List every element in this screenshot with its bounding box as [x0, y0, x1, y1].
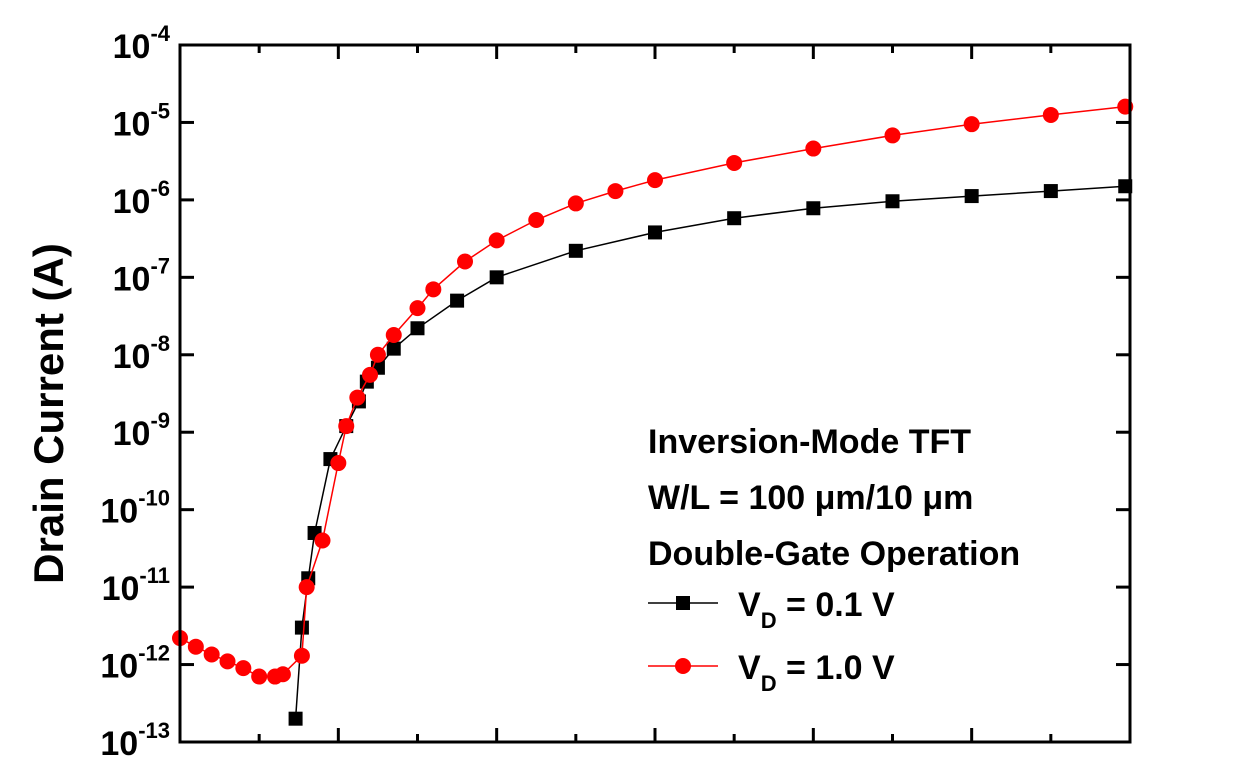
legend: VD = 0.1 V VD = 1.0 V	[648, 586, 895, 696]
data-point	[884, 127, 901, 144]
x-tick-label: 2	[646, 760, 665, 762]
data-point	[425, 281, 442, 298]
data-point	[726, 154, 743, 171]
data-point	[568, 243, 583, 258]
data-point	[567, 195, 584, 212]
data-point	[362, 366, 378, 383]
y-axis-label: Drain Current (A)	[25, 243, 72, 584]
data-point	[294, 620, 309, 635]
annotation-line: Inversion-Mode TFT	[648, 423, 971, 461]
data-point	[385, 327, 402, 344]
x-tick-label: 1	[487, 760, 506, 762]
y-tick-label: 10-8	[113, 331, 170, 376]
series-1	[172, 98, 1134, 685]
data-point	[450, 293, 465, 308]
data-point	[1042, 106, 1059, 123]
x-tick-label: -1	[165, 760, 195, 762]
data-point	[607, 183, 624, 200]
x-tick-label: 4	[962, 760, 981, 762]
legend-label: VD = 1.0 V	[738, 649, 895, 696]
y-tick-label: 10-10	[100, 486, 170, 531]
y-tick-label: 10-11	[102, 563, 170, 608]
annotation-line: Double-Gate Operation	[648, 535, 1020, 573]
data-point	[488, 232, 505, 249]
x-tick-label: 0	[329, 760, 348, 762]
data-point	[727, 211, 742, 226]
data-point	[963, 116, 980, 133]
data-point	[489, 270, 504, 285]
data-point	[648, 225, 662, 240]
data-point	[235, 660, 252, 677]
legend-label: VD = 0.1 V	[738, 586, 895, 633]
data-point	[314, 532, 331, 549]
data-point	[885, 194, 900, 209]
data-point	[410, 321, 425, 336]
data-point	[386, 341, 401, 356]
x-tick-label: 5	[1121, 760, 1140, 762]
data-point	[203, 646, 220, 663]
legend-marker	[676, 596, 690, 610]
data-point	[219, 653, 236, 670]
legend-marker	[675, 658, 691, 674]
series-layer	[172, 98, 1134, 726]
y-tick-label: 10-7	[113, 253, 170, 298]
data-point	[457, 253, 473, 270]
data-point	[806, 201, 821, 216]
data-point	[298, 579, 315, 596]
axis-ticks	[178, 43, 1132, 744]
plot-frame	[178, 43, 1132, 744]
y-tick-label: 10-4	[113, 21, 171, 66]
data-point	[647, 172, 663, 189]
data-point	[293, 647, 310, 664]
y-tick-label: 10-6	[113, 176, 170, 221]
y-tick-labels: 10-4 10-5 10-6 10-7 10-8 10-9 10-10 10-11 10-12 1…	[100, 21, 170, 762]
data-point	[338, 418, 355, 435]
data-point	[288, 711, 303, 726]
data-point	[330, 455, 347, 472]
y-tick-label: 10-5	[113, 98, 170, 143]
data-point	[369, 346, 386, 363]
data-point	[964, 189, 979, 204]
y-tick-label: 10-9	[113, 408, 170, 453]
y-tick-label: 10-12	[100, 641, 170, 686]
data-point	[187, 638, 204, 655]
data-point	[251, 668, 268, 685]
data-point	[409, 300, 426, 317]
x-tick-labels: -1 0 1 2 3 4 5	[165, 760, 1140, 762]
x-tick-label: 3	[804, 760, 823, 762]
data-point	[349, 389, 366, 406]
data-point	[528, 211, 545, 228]
series-line	[179, 105, 1126, 678]
annotation-line: W/L = 100 μm/10 μm	[648, 479, 973, 517]
y-tick-label: 10-13	[100, 718, 170, 762]
annotation-box: Inversion-Mode TFT W/L = 100 μm/10 μm Doub…	[648, 423, 1020, 573]
data-point	[274, 666, 291, 683]
data-point	[805, 140, 822, 157]
data-point	[1043, 184, 1058, 199]
